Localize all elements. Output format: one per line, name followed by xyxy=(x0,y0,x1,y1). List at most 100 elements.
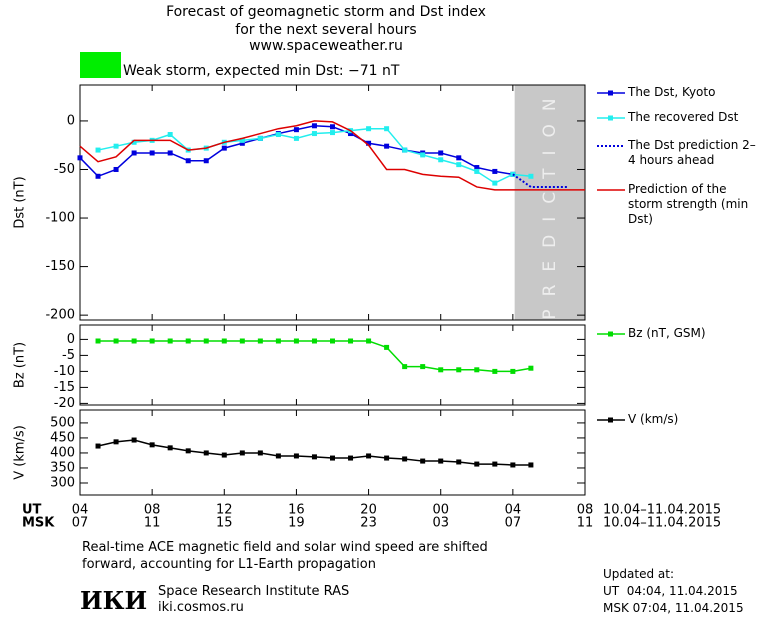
x-tick-label: 23 xyxy=(360,516,377,531)
site: iki.cosmos.ru xyxy=(158,600,244,615)
y-tick-label: 300 xyxy=(50,475,75,490)
marker xyxy=(95,173,101,179)
updated: MSK 07:04, 11.04.2015 xyxy=(603,601,744,615)
legend-entry: The recovered Dst xyxy=(628,110,739,124)
storm-box xyxy=(80,52,121,78)
y-tick-label: -50 xyxy=(54,162,75,177)
marker xyxy=(203,450,209,456)
marker xyxy=(275,453,281,459)
x-tick-label: 08 xyxy=(144,503,161,518)
x-tick-label: 16 xyxy=(288,503,305,518)
marker xyxy=(203,158,209,164)
marker xyxy=(456,162,462,168)
marker xyxy=(95,443,101,449)
marker xyxy=(330,455,335,461)
marker xyxy=(492,461,498,467)
marker xyxy=(311,454,317,460)
marker xyxy=(420,152,426,158)
marker xyxy=(438,367,444,373)
series-line xyxy=(79,120,585,191)
marker xyxy=(185,338,191,344)
marker xyxy=(239,137,245,143)
marker xyxy=(221,452,227,458)
marker xyxy=(167,150,173,156)
y-tick-label: -5 xyxy=(62,348,75,363)
y-tick-label: 350 xyxy=(50,460,75,475)
marker xyxy=(420,364,426,370)
date-range: 10.04–11.04.2015 xyxy=(603,503,721,518)
marker xyxy=(185,448,191,454)
x-tick-label: 11 xyxy=(577,516,594,531)
marker xyxy=(348,338,354,344)
title: for the next several hours xyxy=(235,22,416,38)
x-tick-label: 20 xyxy=(360,503,377,518)
x-tick-label: 15 xyxy=(216,516,233,531)
marker xyxy=(239,338,245,344)
marker xyxy=(131,437,137,443)
logo: ИКИ xyxy=(80,586,148,615)
marker xyxy=(239,140,245,146)
marker xyxy=(113,143,119,149)
y-axis-label: V (km/s) xyxy=(13,425,28,480)
marker xyxy=(402,147,408,153)
legend-entry: V (km/s) xyxy=(628,412,679,426)
marker xyxy=(474,367,480,373)
marker xyxy=(330,124,335,130)
marker xyxy=(149,150,155,156)
marker xyxy=(257,338,263,344)
marker xyxy=(510,462,516,468)
title: Forecast of geomagnetic storm and Dst in… xyxy=(166,4,486,20)
legend-entry: The Dst prediction 2–4 hours ahead xyxy=(628,138,756,167)
marker xyxy=(384,143,390,149)
y-tick-label: -100 xyxy=(45,211,75,226)
marker xyxy=(330,338,335,344)
marker xyxy=(492,168,498,174)
marker xyxy=(221,338,227,344)
marker xyxy=(113,439,119,445)
marker xyxy=(77,155,83,161)
marker xyxy=(185,158,191,164)
x-tick-label: 00 xyxy=(432,503,449,518)
prediction-label: PREDICTION xyxy=(540,85,560,319)
storm-label: Weak storm, expected min Dst: −71 nT xyxy=(123,63,400,79)
title: www.spaceweather.ru xyxy=(249,38,403,54)
panel-frame xyxy=(79,324,586,406)
y-axis-label: Bz (nT) xyxy=(13,342,28,388)
y-tick-label: -150 xyxy=(45,259,75,274)
marker xyxy=(384,344,390,350)
marker xyxy=(366,338,372,344)
legend-entry: The Dst, Kyoto xyxy=(628,85,716,99)
y-tick-label: -10 xyxy=(54,364,75,379)
marker xyxy=(113,166,119,172)
marker xyxy=(239,450,245,456)
marker xyxy=(167,338,173,344)
marker xyxy=(528,173,534,179)
marker xyxy=(293,338,299,344)
x-tick-label: 03 xyxy=(432,516,449,531)
marker xyxy=(402,456,408,462)
y-tick-label: 450 xyxy=(50,430,75,445)
marker xyxy=(348,455,354,461)
marker xyxy=(330,130,335,136)
marker xyxy=(257,450,263,456)
x-tick-label: 12 xyxy=(216,503,233,518)
updated: UT 04:04, 11.04.2015 xyxy=(603,584,738,598)
legend-marker xyxy=(608,115,613,121)
date-range: 10.04–11.04.2015 xyxy=(603,516,721,531)
x-tick-label: 07 xyxy=(505,516,522,531)
x-tick-label: 11 xyxy=(144,516,161,531)
marker xyxy=(221,145,227,151)
marker xyxy=(149,338,155,344)
marker xyxy=(366,453,372,459)
x-tick-label: 04 xyxy=(72,503,89,518)
y-tick-label: 0 xyxy=(67,332,75,347)
y-tick-label: 500 xyxy=(50,415,75,430)
marker xyxy=(203,338,209,344)
y-tick-label: -200 xyxy=(45,308,75,323)
marker xyxy=(311,131,317,137)
y-tick-label: 0 xyxy=(67,113,75,128)
y-tick-label: 400 xyxy=(50,445,75,460)
marker xyxy=(492,368,498,374)
